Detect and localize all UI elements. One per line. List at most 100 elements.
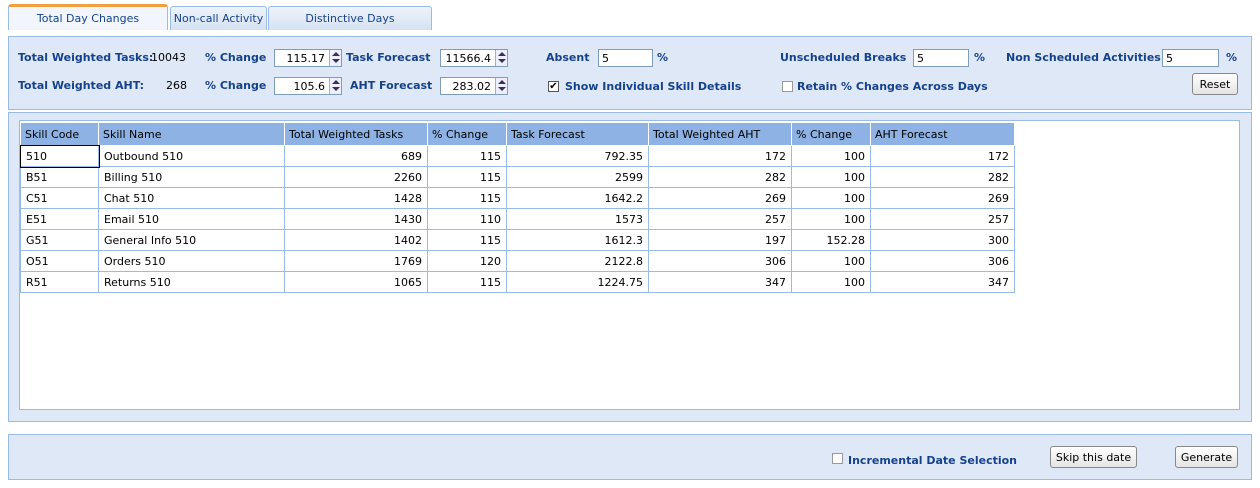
cell: 115 [428, 272, 507, 293]
text-input[interactable] [598, 49, 653, 67]
table-row[interactable]: E51Email 51014301101573257100257 [21, 209, 1015, 230]
table-row[interactable]: B51Billing 51022601152599282100282 [21, 167, 1015, 188]
cell: 306 [649, 251, 792, 272]
cell: 257 [871, 209, 1015, 230]
spinner[interactable] [495, 50, 507, 66]
unit: % [974, 51, 985, 64]
column-header: Total Weighted Tasks [285, 123, 428, 146]
column-header: Skill Code [21, 123, 99, 146]
reset-button[interactable]: Reset [1192, 73, 1238, 95]
cell: 269 [871, 188, 1015, 209]
column-header: % Change [428, 123, 507, 146]
tab[interactable]: Total Day Changes [8, 4, 168, 30]
skip-button[interactable]: Skip this date [1050, 446, 1137, 468]
cell: Orders 510 [99, 251, 285, 272]
cell: 1612.3 [507, 230, 649, 251]
unit: % [1226, 51, 1237, 64]
cell: 1769 [285, 251, 428, 272]
cell: 347 [649, 272, 792, 293]
table-row[interactable]: C51Chat 51014281151642.2269100269 [21, 188, 1015, 209]
generate-button[interactable]: Generate [1175, 446, 1238, 468]
checkbox[interactable] [832, 453, 843, 464]
cell: 100 [792, 209, 871, 230]
cell: 197 [649, 230, 792, 251]
cell: Chat 510 [99, 188, 285, 209]
cell: 2260 [285, 167, 428, 188]
cell: 115 [428, 230, 507, 251]
table-row[interactable]: G51General Info 51014021151612.3197152.2… [21, 230, 1015, 251]
checkbox-label[interactable]: Show Individual Skill Details [565, 80, 741, 93]
tab[interactable]: Distinctive Days [268, 6, 432, 30]
cell: 115 [428, 188, 507, 209]
column-header: AHT Forecast [871, 123, 1015, 146]
column-header: Task Forecast [507, 123, 649, 146]
checkbox[interactable] [782, 81, 793, 92]
label: Absent [546, 51, 589, 64]
cell: C51 [21, 188, 99, 209]
cell: 1402 [285, 230, 428, 251]
cell: 115 [428, 146, 507, 167]
cell: Billing 510 [99, 167, 285, 188]
cell: 689 [285, 146, 428, 167]
label: AHT Forecast [350, 79, 432, 92]
settings-panel [8, 36, 1252, 110]
spinner[interactable] [329, 50, 341, 66]
cell: 100 [792, 251, 871, 272]
text-input[interactable] [913, 49, 969, 67]
header-row: Skill CodeSkill NameTotal Weighted Tasks… [21, 123, 1015, 146]
cell: 1573 [507, 209, 649, 230]
cell: Email 510 [99, 209, 285, 230]
cell: O51 [21, 251, 99, 272]
column-header: Total Weighted AHT [649, 123, 792, 146]
label: Non Scheduled Activities [1006, 51, 1161, 64]
cell: R51 [21, 272, 99, 293]
tab[interactable]: Non-call Activity [170, 6, 267, 30]
cell: 172 [871, 146, 1015, 167]
cell: 510 [21, 146, 99, 167]
cell: 110 [428, 209, 507, 230]
cell: 2122.8 [507, 251, 649, 272]
checkbox-label[interactable]: Incremental Date Selection [848, 454, 1017, 467]
cell: General Info 510 [99, 230, 285, 251]
cell: G51 [21, 230, 99, 251]
value: 268 [166, 79, 187, 92]
label: Total Weighted AHT: [18, 79, 144, 92]
value: 10043 [151, 51, 186, 64]
label: Total Weighted Tasks: [18, 51, 153, 64]
cell: 100 [792, 272, 871, 293]
cell: 152.28 [792, 230, 871, 251]
cell: 1428 [285, 188, 428, 209]
cell: E51 [21, 209, 99, 230]
cell: 282 [649, 167, 792, 188]
cell: 115 [428, 167, 507, 188]
table-row[interactable]: 510Outbound 510689115792.35172100172 [21, 146, 1015, 167]
label: % Change [205, 51, 266, 64]
table-row[interactable]: R51Returns 51010651151224.75347100347 [21, 272, 1015, 293]
column-header: % Change [792, 123, 871, 146]
cell: 100 [792, 146, 871, 167]
cell: Outbound 510 [99, 146, 285, 167]
cell: 1430 [285, 209, 428, 230]
label: % Change [205, 79, 266, 92]
cell: 347 [871, 272, 1015, 293]
table-row[interactable]: O51Orders 51017691202122.8306100306 [21, 251, 1015, 272]
cell: 1224.75 [507, 272, 649, 293]
cell: 1065 [285, 272, 428, 293]
cell: 282 [871, 167, 1015, 188]
cell: 120 [428, 251, 507, 272]
cell: 2599 [507, 167, 649, 188]
cell: B51 [21, 167, 99, 188]
cell: Returns 510 [99, 272, 285, 293]
cell: 1642.2 [507, 188, 649, 209]
cell: 100 [792, 188, 871, 209]
checkbox-label[interactable]: Retain % Changes Across Days [797, 80, 988, 93]
cell: 269 [649, 188, 792, 209]
text-input[interactable] [1162, 49, 1219, 67]
checkbox-checked[interactable]: ✔ [548, 81, 559, 92]
spinner[interactable] [495, 78, 507, 94]
cell: 792.35 [507, 146, 649, 167]
label: Task Forecast [346, 51, 430, 64]
label: Unscheduled Breaks [780, 51, 906, 64]
spinner[interactable] [329, 78, 341, 94]
